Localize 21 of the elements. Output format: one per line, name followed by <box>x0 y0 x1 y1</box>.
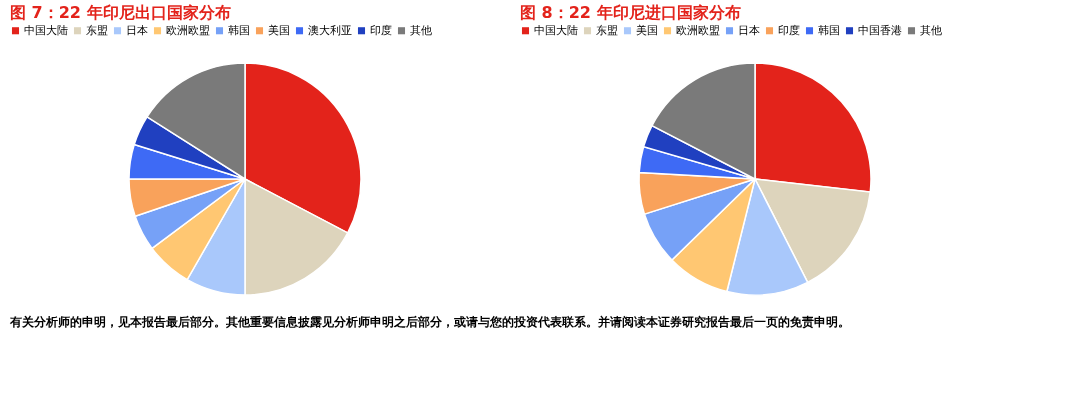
text: 有关分析师的申明，见本报告最后部分。其他重要信息披露见分析师申明之后部分，或请与您的投资代表联系。并请阅读本证券研究报告最后一页的免责申明。 <box>9 315 850 329</box>
legend-label: 日本 <box>126 23 148 37</box>
legend-label: 中国大陆 <box>534 23 578 37</box>
legend-label: 印度 <box>778 23 800 37</box>
legend-label: 中国大陆 <box>24 23 68 37</box>
legend-label: 欧洲欧盟 <box>676 23 720 37</box>
legend-label: 东盟 <box>596 23 618 37</box>
legend-label: 韩国 <box>228 23 250 37</box>
legend-label: 中国香港 <box>858 23 902 37</box>
legend-label: 美国 <box>268 23 290 37</box>
legend-label: 日本 <box>738 23 760 37</box>
legend-label: 其他 <box>920 23 942 37</box>
chart-title: 图 7：22 年印尼出口国家分布 <box>10 3 231 22</box>
legend-label: 东盟 <box>86 23 108 37</box>
legend-label: 印度 <box>370 23 392 37</box>
legend-label: 欧洲欧盟 <box>166 23 210 37</box>
legend-label: 韩国 <box>818 23 840 37</box>
legend-label: 澳大利亚 <box>308 23 352 37</box>
legend-label: 美国 <box>636 23 658 37</box>
chart-title: 图 8：22 年印尼进口国家分布 <box>520 3 741 22</box>
legend-label: 其他 <box>410 23 432 37</box>
